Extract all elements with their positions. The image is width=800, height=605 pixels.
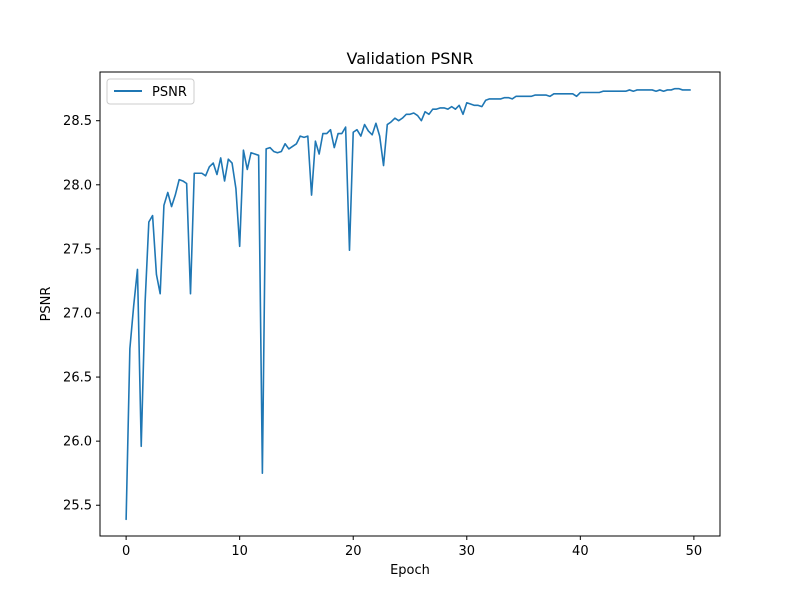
- y-tick-label: 26.0: [63, 435, 92, 450]
- x-tick-label: 30: [459, 544, 476, 559]
- legend-box: [106, 78, 195, 105]
- axes-frame: [99, 71, 721, 537]
- x-tick-label: 50: [686, 544, 703, 559]
- x-tick-label: 20: [345, 544, 362, 559]
- plot-area: [125, 87, 691, 521]
- x-tick-label: 40: [572, 544, 589, 559]
- y-axis-ticks: 25.5 26.0 26.5 27.0 27.5 28.0 28.5: [63, 114, 100, 514]
- y-tick-label: 25.5: [63, 499, 92, 514]
- x-tick-label: 0: [122, 544, 130, 559]
- x-axis-ticks: 0 10 20 30 40 50: [122, 536, 702, 559]
- legend: PSNR: [106, 78, 195, 105]
- x-tick-label: 10: [231, 544, 248, 559]
- y-tick-label: 27.0: [63, 306, 92, 321]
- y-tick-label: 28.0: [63, 178, 92, 193]
- series-line-psnr: [125, 87, 691, 521]
- chart-title: Validation PSNR: [347, 49, 474, 68]
- y-tick-label: 28.5: [63, 114, 92, 129]
- y-axis-label: PSNR: [39, 287, 54, 322]
- y-tick-label: 27.5: [63, 242, 92, 257]
- legend-label-psnr: PSNR: [152, 85, 187, 100]
- x-axis-label: Epoch: [390, 563, 430, 578]
- y-tick-label: 26.5: [63, 371, 92, 386]
